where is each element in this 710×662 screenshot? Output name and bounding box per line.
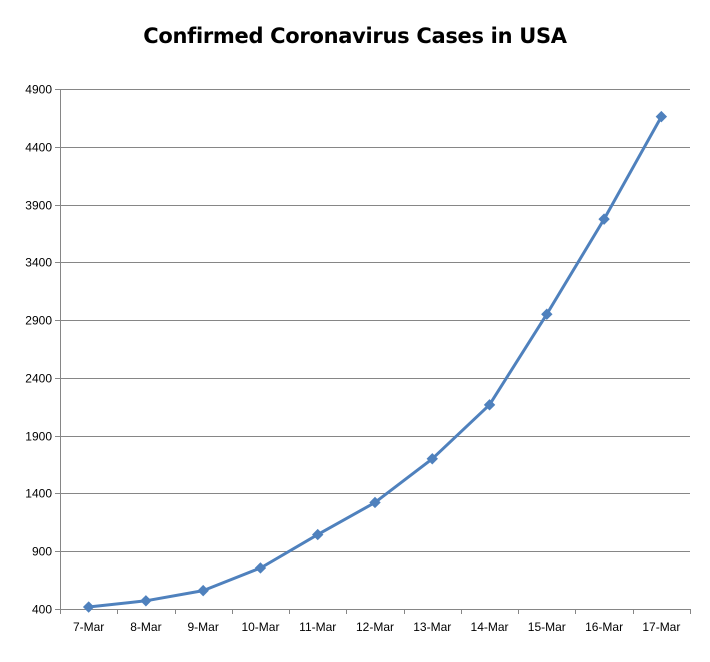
data-point-marker	[426, 453, 438, 465]
x-tick-label: 11-Mar	[299, 620, 336, 634]
x-tick-label: 13-Mar	[413, 620, 451, 634]
data-point-marker	[369, 496, 381, 509]
x-tick-label: 10-Mar	[241, 620, 279, 634]
y-tick-label: 3400	[25, 256, 52, 270]
data-point-marker	[483, 399, 496, 411]
data-point-marker	[541, 308, 553, 320]
y-tick-labels: 400 900 1400 1900 2400 2900 3400 3900 4400 4900	[25, 83, 52, 617]
y-tick-label: 400	[32, 603, 52, 617]
y-tick-label: 1400	[25, 487, 52, 501]
data-point-marker	[312, 528, 324, 541]
x-tick-label: 7-Mar	[73, 620, 104, 634]
axes	[55, 89, 691, 614]
y-tick-label: 4400	[25, 141, 52, 155]
series-line	[88, 115, 663, 609]
y-tick-label: 2400	[25, 372, 52, 386]
y-tick-label: 3900	[25, 199, 52, 213]
data-point-marker	[82, 601, 95, 613]
data-point-marker	[598, 213, 610, 225]
data-point-marker	[254, 562, 267, 574]
series-layer	[82, 110, 668, 613]
data-point-marker	[140, 595, 152, 607]
x-tick-label: 8-Mar	[130, 620, 161, 634]
x-tick-label: 9-Mar	[188, 620, 219, 634]
y-tick-label: 2900	[25, 314, 52, 328]
x-tick-label: 14-Mar	[471, 620, 509, 634]
x-tick-label: 15-Mar	[528, 620, 566, 634]
y-tick-label: 4900	[25, 83, 52, 97]
y-tick-label: 900	[32, 545, 52, 559]
x-tick-label: 16-Mar	[585, 620, 623, 634]
data-point-marker	[197, 584, 209, 597]
x-tick-label: 17-Mar	[642, 620, 680, 634]
x-tick-label: 12-Mar	[356, 620, 394, 634]
data-point-marker	[655, 110, 668, 123]
gridlines	[60, 89, 690, 552]
y-tick-label: 1900	[25, 430, 52, 444]
x-tick-labels: 7-Mar 8-Mar 9-Mar 10-Mar 11-Mar 12-Mar 13-Mar 1…	[73, 620, 680, 634]
chart-title: Confirmed Coronavirus Cases in USA	[143, 24, 567, 48]
